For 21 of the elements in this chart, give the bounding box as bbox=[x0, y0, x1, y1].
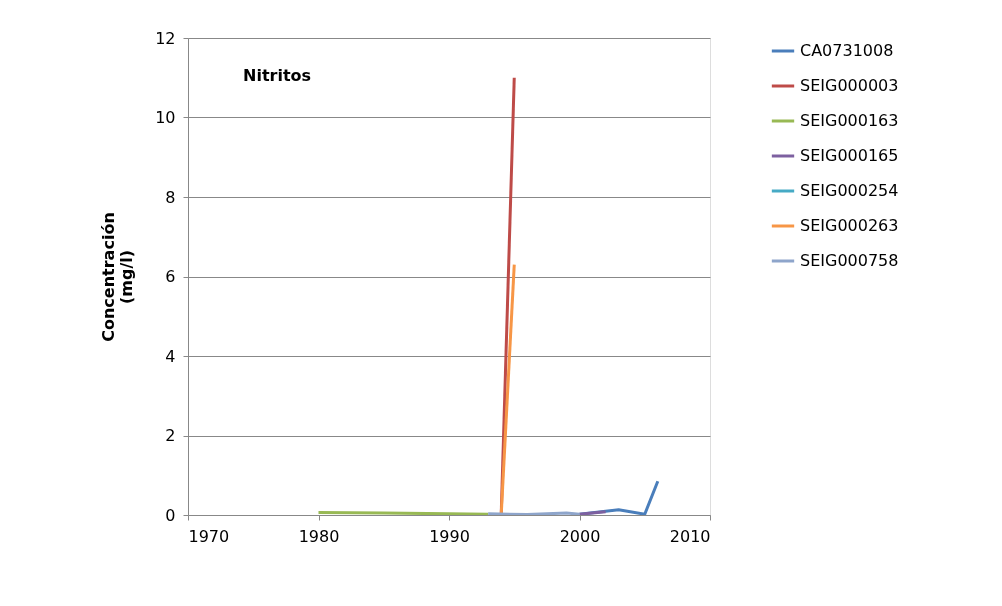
y-tick-label: 8 bbox=[165, 187, 176, 207]
legend-label: SEIG000758 bbox=[800, 251, 899, 270]
x-tick-label: 1990 bbox=[429, 526, 470, 546]
y-axis-title: Concentración (mg/l) bbox=[99, 212, 137, 342]
legend-label: SEIG000163 bbox=[800, 111, 899, 130]
legend-label: SEIG000263 bbox=[800, 216, 899, 235]
y-tick-label: 4 bbox=[165, 346, 176, 366]
legend-label: SEIG000003 bbox=[800, 76, 899, 95]
legend-label: SEIG000254 bbox=[800, 181, 899, 200]
x-tick-label: 2000 bbox=[559, 526, 601, 546]
y-tick-label: 6 bbox=[165, 267, 176, 286]
y-tick-label: 0 bbox=[165, 505, 176, 525]
x-tick-label: 1970 bbox=[188, 526, 230, 546]
y-tick-label: 12 bbox=[155, 28, 176, 48]
text: Nitritos bbox=[243, 66, 312, 85]
legend-label: CA0731008 bbox=[800, 41, 894, 60]
y-tick-label: 10 bbox=[155, 108, 176, 127]
y-tick-label: 2 bbox=[165, 426, 176, 445]
x-tick-label: 2010 bbox=[669, 526, 711, 546]
legend-label: SEIG000165 bbox=[800, 146, 899, 165]
x-tick-label: 1980 bbox=[298, 526, 340, 546]
